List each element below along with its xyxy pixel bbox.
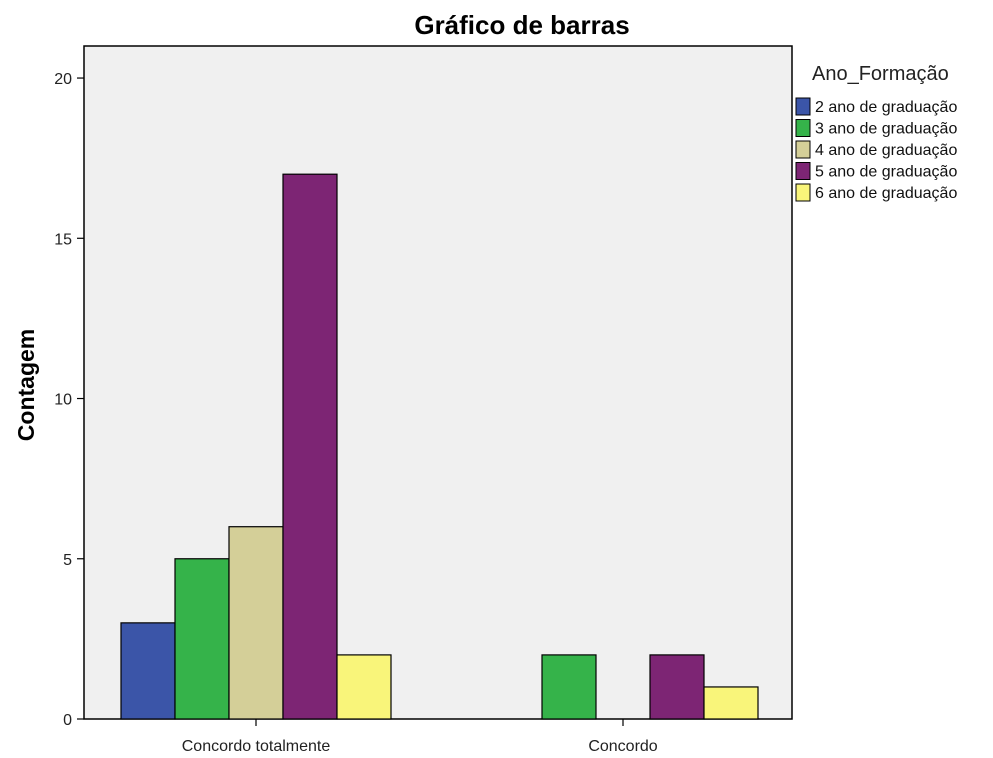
bar-0-1 (174, 558, 230, 720)
legend-entry-label: 5 ano de graduação (815, 164, 957, 181)
bar-0-3 (282, 173, 338, 720)
bar-1-1 (541, 654, 597, 720)
y-axis: 0 5 10 15 20 (54, 71, 84, 729)
chart-title: Gráfico de barras (414, 10, 629, 40)
y-tick-label: 0 (63, 712, 72, 729)
bars (120, 173, 759, 720)
bar-1-3 (649, 654, 705, 720)
x-axis: Concordo totalmente Concordo (182, 719, 658, 755)
legend-entry-label: 4 ano de graduação (815, 142, 957, 159)
legend-entry-label: 2 ano de graduação (815, 99, 957, 116)
bar-0-0 (120, 622, 176, 720)
legend-swatch (795, 162, 811, 180)
legend-entry-label: 3 ano de graduação (815, 121, 957, 138)
bar-1-4 (703, 686, 759, 720)
y-tick-label: 10 (54, 392, 72, 409)
y-tick-label: 15 (54, 231, 72, 248)
legend: Ano_Formação 2 ano de graduação 3 ano de … (795, 63, 957, 202)
y-tick-label: 5 (63, 552, 72, 569)
y-tick-label: 20 (54, 71, 72, 88)
bar-0-4 (336, 654, 392, 720)
legend-entry-label: 6 ano de graduação (815, 185, 957, 202)
x-category-label: Concordo (588, 738, 657, 755)
legend-swatch (795, 183, 811, 202)
x-category-label: Concordo totalmente (182, 738, 331, 755)
bar-0-2 (228, 526, 284, 720)
y-axis-label: Contagem (13, 329, 39, 441)
legend-title: Ano_Formação (812, 63, 949, 85)
legend-swatch (795, 97, 811, 116)
legend-swatch (795, 119, 811, 137)
legend-swatch (795, 140, 811, 159)
